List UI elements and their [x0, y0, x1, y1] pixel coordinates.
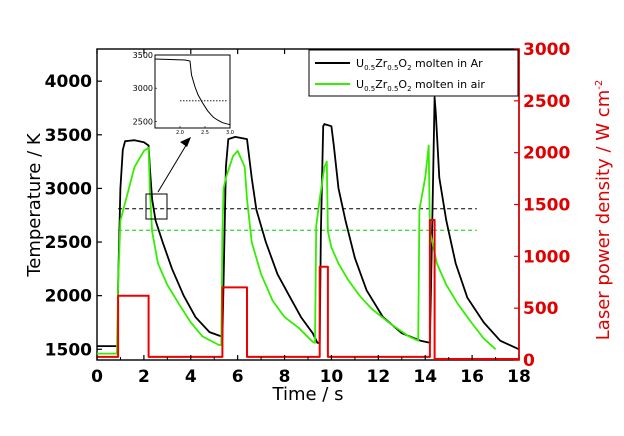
- x-tick-label: 14: [413, 367, 437, 387]
- legend-label-air: U0.5Zr0.5O2 molten in air: [356, 78, 485, 93]
- inset-x-tick-label: 3.0: [226, 130, 234, 136]
- zoom-region-box: [145, 193, 168, 220]
- legend-label-ar: U0.5Zr0.5O2 molten in Ar: [356, 57, 483, 72]
- zoom-arrow-head: [180, 137, 191, 147]
- y-right-tick-label: 1000: [523, 247, 570, 267]
- inset-x-tick-label: 2.0: [176, 130, 184, 136]
- x-tick-label: 16: [460, 367, 484, 387]
- x-tick-label: 6: [232, 367, 244, 387]
- y-right-tick-label: 3000: [523, 40, 570, 60]
- series-line-2: [97, 219, 519, 360]
- inset-series-line: [154, 58, 231, 126]
- y-left-tick-label: 3000: [45, 179, 92, 199]
- y-left-tick-label: 4000: [45, 72, 92, 92]
- inset-y-tick-label: 3000: [133, 84, 153, 93]
- x-axis-title: Time / s: [272, 384, 344, 405]
- y-right-tick-label: 1500: [523, 196, 570, 216]
- legend: U0.5Zr0.5O2 molten in Ar U0.5Zr0.5O2 mol…: [308, 49, 519, 97]
- series-lines: [97, 96, 520, 360]
- inset-y-tick-label: 2500: [133, 117, 153, 126]
- y-right-tick-label: 0: [523, 351, 535, 371]
- y-axis-title-right: Laser power density / W cm-2: [593, 80, 614, 340]
- y-axis-title-right-main: Laser power density / W cm: [593, 90, 614, 340]
- y-right-tick-label: 2500: [523, 92, 570, 112]
- left-axis-ticks: 1500 2000 2500 3000 3500 4000: [45, 72, 102, 360]
- y-left-tick-label: 1500: [45, 340, 92, 360]
- y-axis-title-right-exp: -2: [594, 80, 605, 90]
- y-left-tick-label: 3500: [45, 126, 92, 146]
- inset-ticks: 2.0 2.5 3.0 2500 3000 3500: [133, 51, 234, 136]
- x-tick-label: 8: [279, 367, 291, 387]
- right-axis-ticks: 0 500 1000 1500 2000 2500 3000: [514, 40, 570, 371]
- x-tick-label: 0: [91, 367, 103, 387]
- y-axis-title-left: Temperature / K: [24, 132, 45, 278]
- inset-frame: [154, 54, 231, 129]
- x-tick-label: 2: [138, 367, 150, 387]
- y-right-tick-label: 2000: [523, 144, 570, 164]
- y-left-tick-label: 2500: [45, 233, 92, 253]
- x-tick-label: 4: [185, 367, 197, 387]
- legend-box: [308, 49, 519, 97]
- inset-y-tick-label: 3500: [133, 51, 153, 60]
- x-tick-label: 12: [366, 367, 390, 387]
- inset-x-tick-label: 2.5: [201, 130, 209, 136]
- inset-plot: 2.0 2.5 3.0 2500 3000 3500: [133, 51, 234, 136]
- series-line-1: [97, 144, 497, 355]
- x-tick-label: 10: [320, 367, 344, 387]
- reference-lines: [118, 208, 477, 231]
- y-left-tick-label: 2000: [45, 287, 92, 307]
- series-line-0: [97, 96, 520, 351]
- x-tick-label: 18: [507, 367, 531, 387]
- zoom-arrow: [157, 141, 189, 193]
- y-right-tick-label: 500: [523, 299, 559, 319]
